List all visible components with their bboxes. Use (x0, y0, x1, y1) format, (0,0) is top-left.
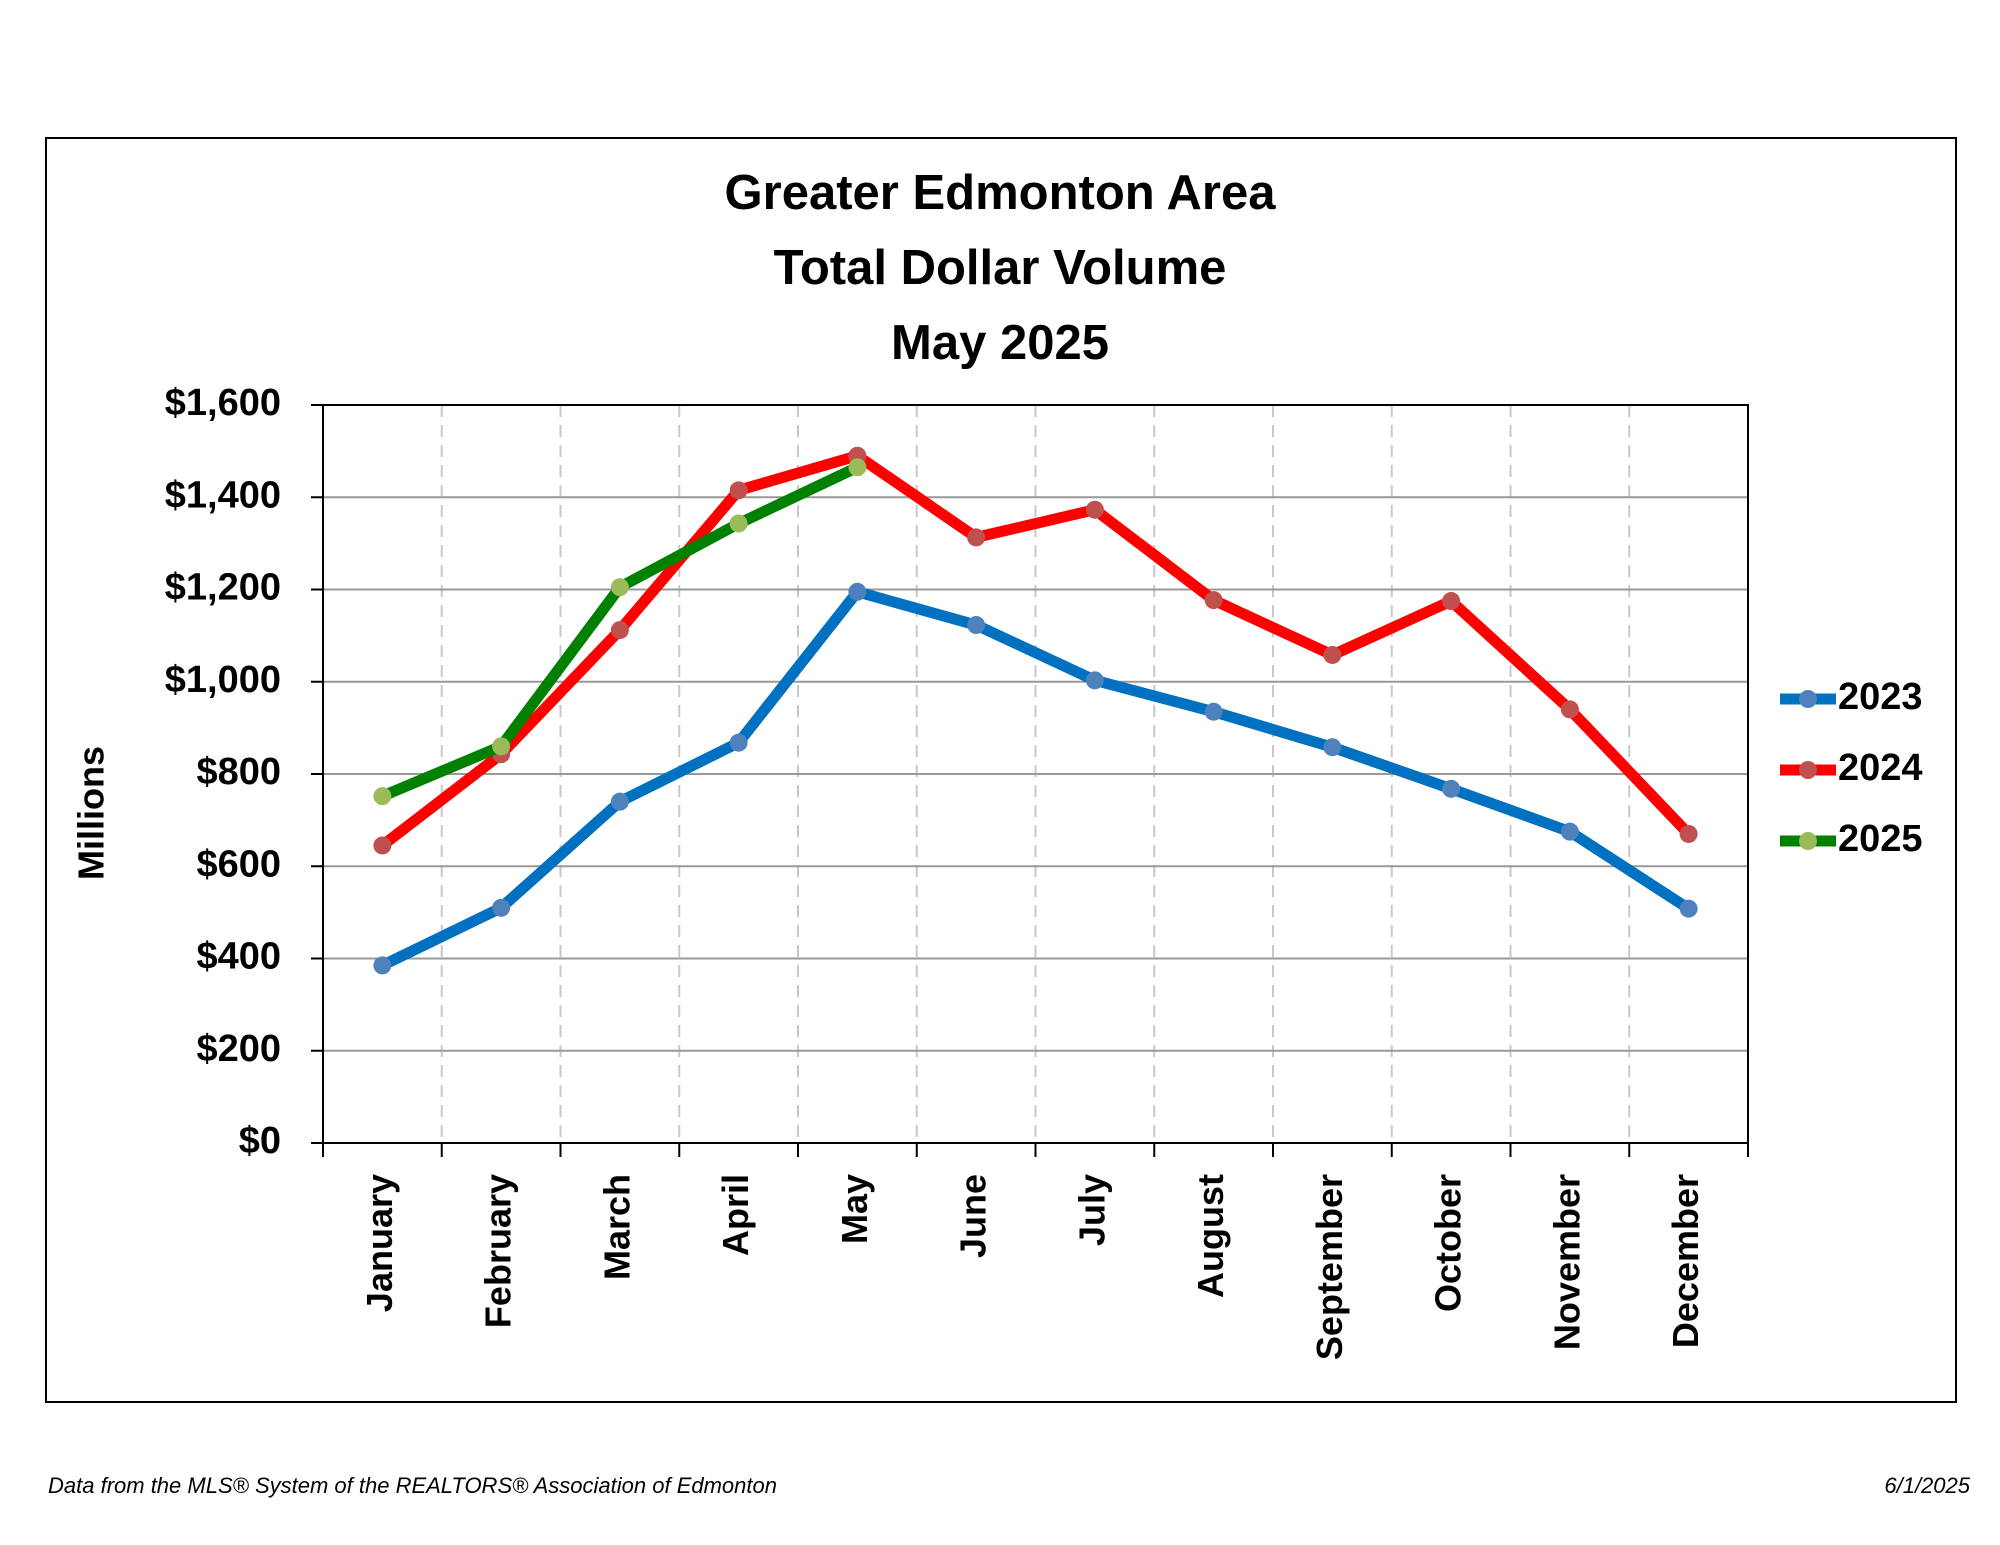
data-point (1323, 645, 1342, 664)
footer-note: Data from the MLS® System of the REALTOR… (48, 1473, 777, 1498)
data-point (1679, 899, 1698, 918)
data-point (1323, 738, 1342, 757)
data-point (492, 898, 511, 917)
data-point (967, 616, 986, 635)
data-point (373, 956, 392, 975)
y-tick-label: $1,400 (165, 474, 281, 516)
y-tick-label: $1,000 (165, 659, 281, 701)
data-point (1560, 822, 1579, 841)
y-tick-label: $1,200 (165, 567, 281, 609)
legend-marker (1799, 832, 1817, 850)
x-tick-label: August (1190, 1174, 1231, 1298)
legend-label: 2024 (1838, 747, 1923, 789)
data-point (967, 528, 986, 547)
chart-title: May 2025 (891, 316, 1109, 370)
x-tick-label: October (1428, 1174, 1469, 1312)
x-tick-label: December (1665, 1174, 1706, 1348)
x-tick-label: July (1071, 1174, 1112, 1246)
data-point (610, 578, 629, 597)
x-tick-label: January (359, 1174, 400, 1312)
y-tick-label: $600 (196, 843, 281, 885)
y-tick-label: $1,600 (165, 382, 281, 424)
legend-label: 2025 (1838, 818, 1923, 860)
y-tick-label: $800 (196, 751, 281, 793)
legend-marker (1799, 690, 1817, 708)
footer-date: 6/1/2025 (1884, 1473, 1970, 1498)
legend-marker (1799, 761, 1817, 779)
x-tick-label: May (834, 1174, 875, 1244)
data-point (729, 733, 748, 752)
x-tick-label: November (1546, 1174, 1587, 1350)
data-point (729, 514, 748, 533)
data-point (848, 582, 867, 601)
data-point (373, 836, 392, 855)
series-line (379, 450, 1693, 850)
data-point (373, 787, 392, 806)
legend-label: 2023 (1838, 676, 1923, 718)
data-point (1204, 702, 1223, 721)
x-tick-label: September (1309, 1174, 1350, 1360)
chart-title: Greater Edmonton Area (725, 166, 1277, 220)
data-point (848, 458, 867, 477)
data-point (1204, 591, 1223, 610)
data-point (729, 481, 748, 500)
x-tick-label: June (953, 1174, 994, 1258)
y-tick-label: $0 (239, 1120, 281, 1162)
data-point (1442, 592, 1461, 611)
y-tick-label: $200 (196, 1028, 281, 1070)
data-point (1085, 671, 1104, 690)
data-point (492, 737, 511, 756)
data-point (1085, 500, 1104, 519)
x-tick-label: March (596, 1174, 637, 1280)
y-axis-label: Millions (71, 746, 112, 880)
data-point (610, 792, 629, 811)
data-point (610, 621, 629, 640)
chart-frame (45, 137, 1957, 1403)
x-tick-label: April (715, 1174, 756, 1256)
data-point (1560, 700, 1579, 719)
y-tick-label: $400 (196, 936, 281, 978)
data-point (1442, 779, 1461, 798)
data-point (1679, 824, 1698, 843)
chart-title: Total Dollar Volume (774, 241, 1227, 295)
x-tick-label: February (478, 1174, 519, 1328)
series-line (379, 586, 1692, 971)
